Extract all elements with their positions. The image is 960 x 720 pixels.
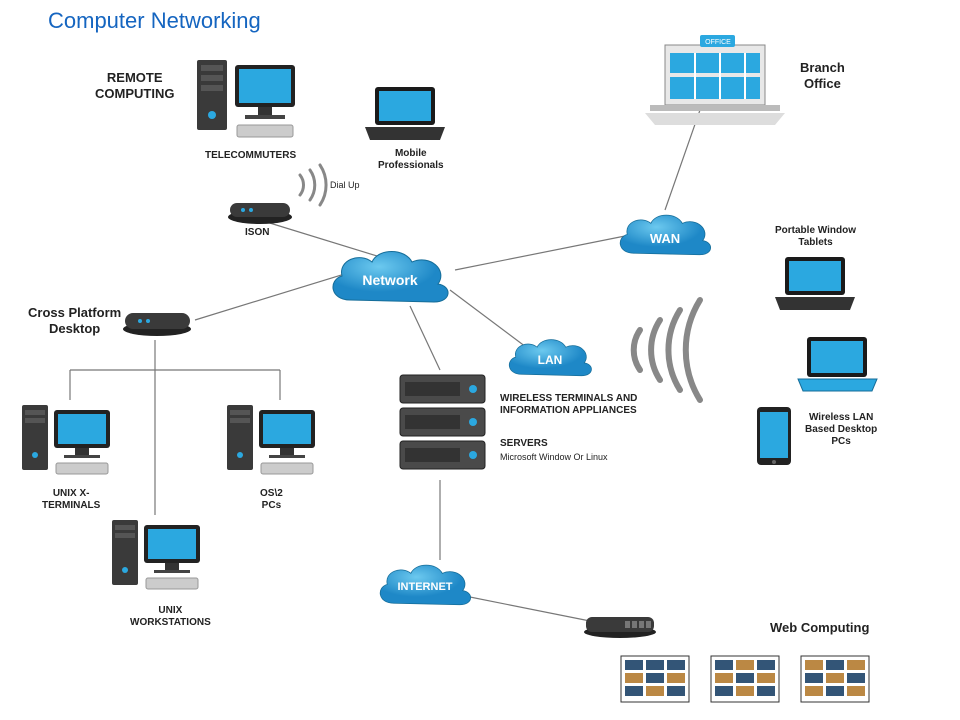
label-servers: SERVERS	[500, 438, 548, 450]
unix-x-terminal-icon	[20, 400, 120, 485]
wireless-lan-phone-icon	[755, 405, 793, 467]
unix-workstation-icon	[110, 515, 210, 600]
label-wireless-terminals: WIRELESS TERMINALS ANDINFORMATION APPLIA…	[500, 393, 637, 417]
web-grid-1-icon	[620, 655, 690, 703]
cloud-internet-label: INTERNET	[370, 581, 480, 593]
telecommuter-workstation-icon	[195, 55, 305, 145]
web-grid-2-icon	[710, 655, 780, 703]
os2-pc-icon	[225, 400, 325, 485]
label-remote-computing: REMOTECOMPUTING	[95, 70, 174, 101]
wireless-lan-laptop-icon	[795, 335, 880, 395]
branch-office-building-icon: OFFICE	[640, 35, 790, 130]
cloud-lan-label: LAN	[500, 353, 600, 367]
portable-tablet-laptop-icon	[770, 255, 860, 315]
cross-platform-router-icon	[120, 305, 195, 337]
label-dial-up: Dial Up	[330, 180, 360, 191]
label-unix-x: UNIX X-TERMINALS	[42, 488, 100, 512]
label-web-computing: Web Computing	[770, 620, 869, 636]
cloud-internet: INTERNET	[370, 555, 480, 620]
page-title: Computer Networking	[48, 8, 261, 34]
cloud-lan: LAN	[500, 330, 600, 390]
label-os2: OS\2PCs	[260, 488, 283, 512]
label-wireless-lan-pcs: Wireless LANBased DesktopPCs	[805, 412, 877, 448]
ison-modem-icon	[225, 195, 295, 225]
svg-text:OFFICE: OFFICE	[705, 39, 731, 46]
label-ison: ISON	[245, 227, 269, 239]
web-grid-3-icon	[800, 655, 870, 703]
label-telecommuters: TELECOMMUTERS	[205, 150, 296, 162]
cloud-network: Network	[320, 240, 460, 320]
label-mobile-prof: MobileProfessionals	[378, 148, 444, 172]
web-router-icon	[580, 610, 660, 640]
label-branch-office: BranchOffice	[800, 60, 845, 91]
cloud-wan: WAN	[610, 205, 720, 270]
cloud-wan-label: WAN	[610, 231, 720, 246]
cloud-network-label: Network	[320, 272, 460, 288]
label-unix-ws: UNIXWORKSTATIONS	[130, 605, 211, 629]
label-portable-tablets: Portable WindowTablets	[775, 225, 856, 249]
server-stack-icon	[395, 370, 490, 480]
laptop-mobile-prof-icon	[360, 85, 450, 145]
label-servers-sub: Microsoft Window Or Linux	[500, 452, 608, 463]
label-cross-platform: Cross PlatformDesktop	[28, 305, 121, 336]
